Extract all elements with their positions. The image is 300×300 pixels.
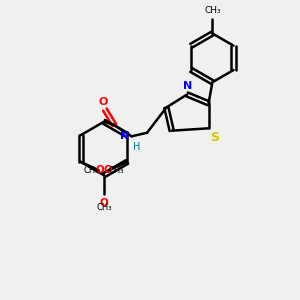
Text: CH₃: CH₃ [204,6,221,15]
Text: CH₃: CH₃ [108,166,124,175]
Text: O: O [96,165,104,175]
Text: O: O [99,97,108,106]
Text: O: O [100,198,108,208]
Text: N: N [182,81,192,91]
Text: CH₃: CH₃ [84,166,100,175]
Text: CH₃: CH₃ [96,203,112,212]
Text: S: S [211,131,220,144]
Text: N: N [120,131,129,141]
Text: O: O [103,165,112,175]
Text: H: H [134,142,141,152]
